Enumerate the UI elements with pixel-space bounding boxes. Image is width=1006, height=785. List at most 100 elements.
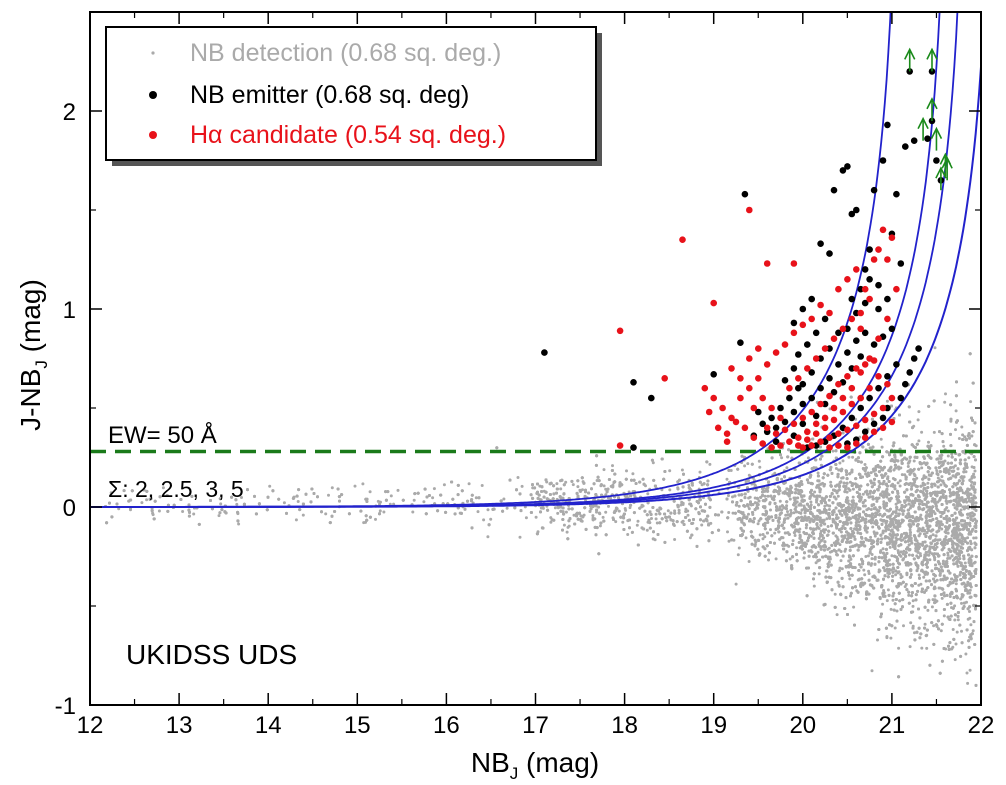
nb-detection-point xyxy=(902,549,906,553)
nb-detection-point xyxy=(761,537,765,541)
nb-detection-point xyxy=(768,501,772,505)
nb-detection-point xyxy=(970,548,974,552)
nb-detection-point xyxy=(809,500,813,504)
nb-detection-point xyxy=(870,553,874,556)
nb-detection-point xyxy=(944,535,948,539)
nb-detection-point xyxy=(392,502,396,506)
nb-detection-point xyxy=(871,525,875,529)
nb-detection-point xyxy=(835,513,839,517)
nb-detection-point xyxy=(889,607,893,611)
nb-detection-point xyxy=(935,469,939,473)
nb-detection-point xyxy=(673,538,677,541)
nb-detection-point xyxy=(847,502,851,506)
nb-detection-point xyxy=(863,521,867,525)
nb-detection-point xyxy=(961,505,965,509)
nb-detection-point xyxy=(899,573,903,576)
nb-detection-point xyxy=(919,554,923,558)
nb-detection-point xyxy=(353,484,357,488)
nb-detection-point xyxy=(785,543,789,547)
nb-detection-point xyxy=(898,484,902,488)
nb-detection-points xyxy=(104,346,978,687)
nb-detection-point xyxy=(766,481,770,484)
nb-detection-point xyxy=(956,618,960,622)
nb-detection-point xyxy=(868,446,872,450)
nb-detection-point xyxy=(870,557,874,561)
nb-detection-point xyxy=(939,629,943,633)
nb-detection-point xyxy=(907,553,911,557)
nb-detection-point xyxy=(930,605,934,609)
nb-detection-point xyxy=(843,549,847,553)
nb-detection-point xyxy=(963,561,967,565)
nb-detection-point xyxy=(791,539,795,543)
nb-detection-point xyxy=(867,572,871,575)
nb-detection-point xyxy=(793,534,797,537)
nb-detection-point xyxy=(725,477,729,481)
nb-detection-point xyxy=(966,536,970,540)
nb-detection-point xyxy=(919,582,923,586)
nb-detection-point xyxy=(604,493,608,497)
nb-detection-point xyxy=(301,513,305,517)
nb-detection-point xyxy=(834,467,838,470)
nb-detection-point xyxy=(928,558,932,562)
nb-detection-point xyxy=(698,470,702,474)
nb-detection-point xyxy=(737,504,741,508)
nb-detection-point xyxy=(700,523,704,527)
nb-detection-point xyxy=(960,425,964,429)
nb-detection-point xyxy=(885,635,889,638)
nb-detection-point xyxy=(969,623,973,627)
nb-detection-point xyxy=(815,500,818,504)
nb-detection-point xyxy=(602,468,606,472)
nb-detection-point xyxy=(812,584,816,588)
nb-detection-point xyxy=(786,510,789,514)
nb-detection-point xyxy=(795,546,799,550)
nb-detection-point xyxy=(969,539,972,543)
nb-detection-point xyxy=(486,508,490,512)
nb-detection-point xyxy=(943,400,947,404)
nb-detection-point xyxy=(839,559,843,563)
nb-detection-point xyxy=(792,511,796,515)
nb-detection-point xyxy=(268,484,272,488)
nb-detection-point xyxy=(767,558,770,562)
nb-detection-point xyxy=(668,469,672,473)
nb-detection-point xyxy=(933,552,937,556)
nb-detection-point xyxy=(549,520,553,524)
nb-detection-point xyxy=(151,513,155,517)
nb-detection-point xyxy=(467,482,471,486)
nb-detection-point xyxy=(757,519,761,523)
nb-detection-point xyxy=(835,613,839,617)
nb-detection-point xyxy=(581,488,584,492)
nb-detection-point xyxy=(844,487,847,491)
nb-detection-point xyxy=(562,523,566,527)
nb-detection-point xyxy=(482,518,486,522)
nb-detection-point xyxy=(920,430,924,434)
nb-detection-point xyxy=(789,508,793,512)
nb-detection-point xyxy=(396,488,400,492)
nb-detection-point xyxy=(625,469,628,473)
nb-detection-point xyxy=(879,518,883,522)
nb-detection-point xyxy=(881,547,885,551)
nb-detection-point xyxy=(788,557,792,561)
nb-detection-point xyxy=(968,668,972,672)
nb-detection-point xyxy=(968,436,971,440)
nb-detection-point xyxy=(889,636,893,640)
nb-detection-point xyxy=(926,481,930,485)
nb-detection-point xyxy=(920,646,924,650)
nb-detection-point xyxy=(524,516,528,520)
nb-detection-point xyxy=(571,483,575,487)
nb-detection-point xyxy=(878,505,882,509)
nb-detection-point xyxy=(607,504,610,508)
nb-detection-point xyxy=(972,536,976,540)
nb-detection-point xyxy=(912,459,916,463)
nb-detection-point xyxy=(389,494,393,498)
nb-detection-point xyxy=(294,518,298,522)
nb-detection-point xyxy=(727,494,730,498)
nb-detection-point xyxy=(902,531,906,535)
nb-detection-point xyxy=(327,493,330,497)
nb-detection-point xyxy=(240,496,243,499)
nb-detection-point xyxy=(752,517,756,521)
nb-detection-point xyxy=(769,508,772,512)
nb-detection-point xyxy=(863,573,867,577)
nb-detection-point xyxy=(828,550,832,554)
nb-detection-point xyxy=(708,462,712,466)
nb-detection-point xyxy=(941,559,945,563)
